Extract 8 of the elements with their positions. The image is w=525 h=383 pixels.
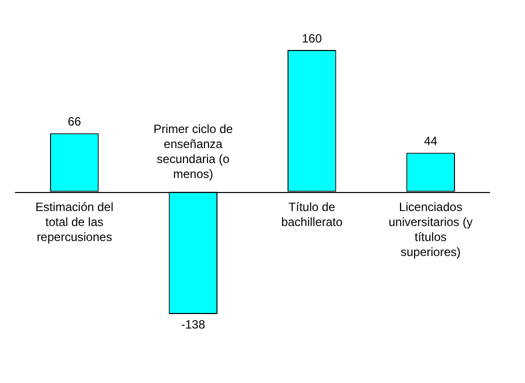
data-label: 66: [68, 114, 82, 129]
x-tick-label: Primer ciclo de enseñanza secundaria (o menos): [153, 122, 234, 182]
x-tick-label: Estimación del total de las repercusiones: [35, 200, 114, 244]
data-label: -138: [181, 317, 206, 332]
x-tick-label: Título de bachillerato: [281, 200, 343, 230]
data-label: 44: [424, 134, 438, 148]
data-label: 160: [302, 31, 322, 46]
x-tick-label: Licenciados universitarios (y títulos superiores): [388, 200, 473, 260]
